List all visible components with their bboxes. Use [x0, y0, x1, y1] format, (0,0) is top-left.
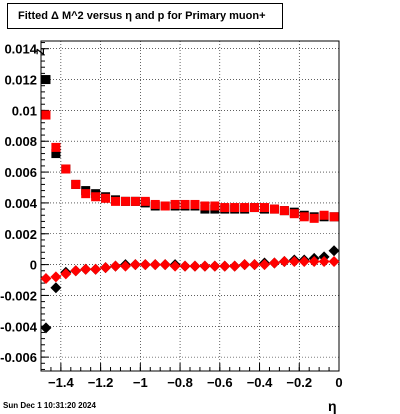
data-point-square	[220, 203, 230, 213]
y-tick-label: 0.008	[4, 134, 37, 149]
y-axis-title: Z	[35, 48, 47, 55]
data-point-diamond	[119, 260, 131, 272]
data-point-square	[170, 199, 180, 209]
data-point-diamond	[328, 245, 340, 257]
y-tick-label: -0.002	[0, 288, 37, 303]
data-point-square	[51, 149, 61, 159]
x-tick-label: −1.4	[48, 375, 74, 390]
data-point-diamond	[229, 260, 241, 272]
data-point-square	[51, 142, 61, 152]
data-point-square	[299, 212, 309, 222]
data-point-square	[140, 196, 150, 206]
data-point-diamond	[219, 260, 231, 272]
axis-ticks	[40, 42, 340, 371]
data-point-diamond	[189, 260, 201, 272]
data-point-square	[41, 75, 51, 85]
data-point-square	[260, 203, 269, 213]
data-point-square	[289, 209, 299, 219]
data-point-diamond	[100, 262, 112, 274]
data-point-square	[71, 179, 81, 189]
data-point-diamond	[139, 259, 151, 271]
data-point-diamond	[159, 259, 171, 271]
y-tick-label: 0.01	[12, 103, 37, 118]
data-point-diamond	[278, 256, 290, 268]
data-point-diamond	[169, 260, 181, 272]
data-point-diamond	[80, 263, 92, 275]
data-point-square	[190, 199, 200, 209]
data-point-square	[250, 203, 260, 213]
data-point-diamond	[239, 259, 251, 271]
data-point-square	[210, 201, 220, 211]
data-point-diamond	[268, 257, 280, 269]
data-point-diamond	[149, 259, 161, 271]
data-point-square	[240, 203, 250, 213]
grid-lines	[41, 41, 340, 371]
data-point-diamond	[179, 260, 191, 272]
data-point-diamond	[70, 265, 82, 277]
data-point-square	[279, 206, 289, 216]
tick-labels: −1.4 −1.2 −1 −0.8 −0.6 −0.4 −0.2 0 0.014 0.012 0.0…	[0, 42, 342, 390]
y-tick-label: -0.006	[0, 350, 37, 365]
y-tick-label: 0.002	[4, 227, 37, 242]
plot-title: Fitted Δ M^2 versus η and p for Primary …	[7, 3, 283, 29]
data-point-square	[200, 201, 210, 211]
data-point-square	[329, 212, 339, 222]
y-tick-label: 0.006	[4, 165, 37, 180]
data-point-diamond	[199, 260, 211, 272]
y-tick-label: 0.004	[4, 196, 37, 211]
x-tick-label: −1.2	[88, 375, 114, 390]
plot-frame	[40, 40, 340, 372]
y-tick-label: 0	[30, 258, 37, 273]
x-tick-label: 0	[335, 375, 342, 390]
data-point-diamond	[209, 260, 221, 272]
data-point-diamond	[40, 272, 52, 284]
data-markers	[40, 75, 340, 334]
data-point-square	[120, 196, 130, 206]
data-point-diamond	[288, 256, 300, 268]
data-point-square	[180, 199, 190, 209]
data-point-square	[309, 213, 319, 223]
y-tick-label: 0.014	[4, 42, 37, 57]
data-point-square	[319, 210, 329, 220]
data-point-diamond	[259, 259, 270, 271]
data-point-square	[150, 199, 160, 209]
data-point-square	[269, 204, 279, 214]
data-point-square	[61, 164, 71, 174]
data-point-diamond	[40, 322, 52, 334]
data-point-square	[111, 196, 120, 206]
x-tick-label: −1	[133, 375, 148, 390]
data-point-diamond	[110, 260, 121, 272]
data-point-square	[130, 196, 140, 206]
x-tick-label: −0.6	[207, 375, 233, 390]
data-point-diamond	[308, 256, 320, 268]
data-point-diamond	[298, 256, 310, 268]
timestamp-label: Sun Dec 1 10:31:20 2024	[3, 401, 96, 410]
y-tick-label: 0.012	[4, 73, 37, 88]
x-tick-label: −0.4	[247, 375, 273, 390]
data-point-diamond	[249, 259, 261, 271]
data-point-square	[91, 192, 101, 202]
x-tick-label: −0.8	[167, 375, 193, 390]
data-point-diamond	[50, 282, 62, 294]
data-point-square	[81, 189, 91, 199]
x-axis-title: η	[328, 398, 337, 414]
data-point-square	[41, 110, 51, 120]
data-point-diamond	[318, 256, 330, 268]
data-point-square	[160, 201, 170, 211]
data-point-diamond	[90, 263, 102, 275]
data-point-diamond	[50, 271, 62, 283]
x-tick-label: −0.2	[286, 375, 312, 390]
y-tick-label: -0.004	[0, 319, 38, 334]
data-point-diamond	[60, 268, 72, 280]
data-point-diamond	[328, 256, 340, 268]
data-point-square	[101, 193, 111, 203]
data-point-square	[230, 203, 240, 213]
data-point-diamond	[129, 259, 141, 271]
